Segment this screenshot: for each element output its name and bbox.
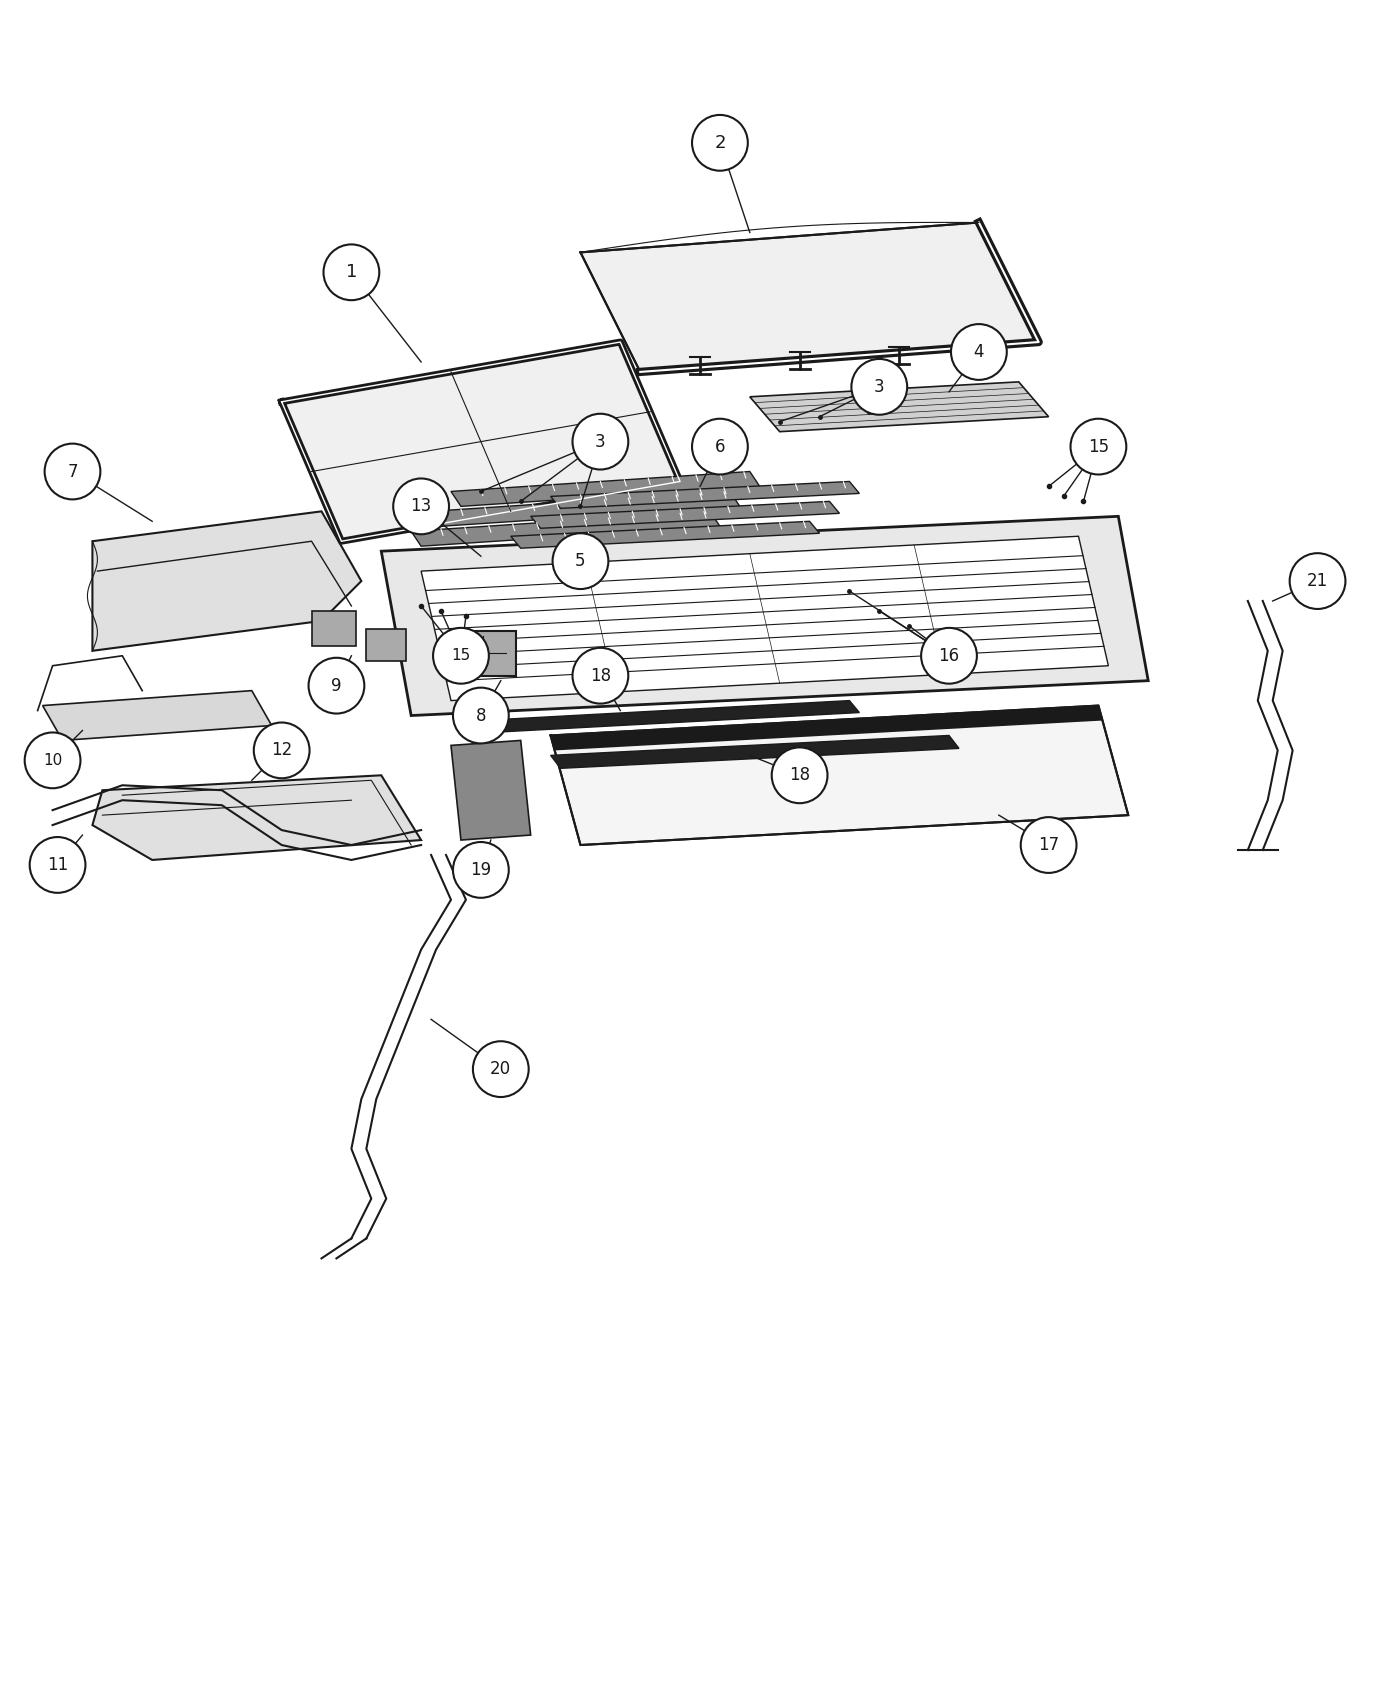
Polygon shape — [550, 706, 1103, 750]
Circle shape — [29, 836, 85, 892]
Circle shape — [45, 444, 101, 500]
Circle shape — [454, 842, 508, 898]
Text: 7: 7 — [67, 462, 78, 481]
Polygon shape — [480, 700, 860, 733]
Text: 13: 13 — [410, 498, 431, 515]
Text: 12: 12 — [272, 741, 293, 760]
Text: 2: 2 — [714, 134, 725, 151]
Text: 6: 6 — [714, 437, 725, 456]
Polygon shape — [550, 736, 959, 768]
Polygon shape — [750, 382, 1049, 432]
Text: 19: 19 — [470, 860, 491, 879]
Circle shape — [473, 1040, 529, 1097]
Circle shape — [253, 722, 309, 779]
Polygon shape — [421, 536, 1109, 700]
Circle shape — [921, 627, 977, 683]
Polygon shape — [92, 512, 361, 651]
Circle shape — [393, 478, 449, 534]
Text: 15: 15 — [1088, 437, 1109, 456]
Circle shape — [1071, 418, 1127, 474]
Text: 18: 18 — [790, 767, 811, 784]
Circle shape — [454, 687, 508, 743]
Circle shape — [692, 418, 748, 474]
Polygon shape — [431, 491, 739, 527]
Circle shape — [308, 658, 364, 714]
Circle shape — [553, 534, 609, 588]
Polygon shape — [550, 481, 860, 508]
Polygon shape — [412, 512, 720, 546]
Text: 5: 5 — [575, 552, 585, 570]
Bar — [367, 629, 406, 661]
Circle shape — [851, 359, 907, 415]
Text: 21: 21 — [1308, 573, 1329, 590]
Polygon shape — [550, 706, 1128, 845]
Polygon shape — [42, 690, 272, 741]
Circle shape — [771, 748, 827, 802]
Polygon shape — [451, 741, 531, 840]
Text: 16: 16 — [938, 646, 959, 665]
Polygon shape — [281, 342, 680, 541]
Circle shape — [573, 413, 629, 469]
Circle shape — [25, 733, 80, 789]
Polygon shape — [92, 775, 421, 860]
Circle shape — [692, 116, 748, 170]
Text: 17: 17 — [1037, 836, 1060, 853]
Text: 18: 18 — [589, 666, 610, 685]
Polygon shape — [531, 502, 840, 529]
Circle shape — [1021, 818, 1077, 872]
Text: 3: 3 — [595, 432, 606, 450]
Circle shape — [1289, 552, 1345, 609]
Bar — [451, 631, 515, 675]
Text: 4: 4 — [973, 343, 984, 360]
Text: 9: 9 — [332, 677, 342, 695]
Text: 1: 1 — [346, 264, 357, 280]
Polygon shape — [381, 517, 1148, 716]
Polygon shape — [581, 223, 1039, 372]
Polygon shape — [451, 471, 760, 507]
Circle shape — [573, 648, 629, 704]
Circle shape — [433, 627, 489, 683]
Bar — [312, 610, 357, 646]
Text: 8: 8 — [476, 707, 486, 724]
Circle shape — [951, 325, 1007, 379]
Text: 15: 15 — [451, 648, 470, 663]
Text: 3: 3 — [874, 377, 885, 396]
Text: 10: 10 — [43, 753, 62, 768]
Circle shape — [323, 245, 379, 301]
Text: 11: 11 — [48, 855, 69, 874]
Text: 20: 20 — [490, 1061, 511, 1078]
Polygon shape — [511, 522, 819, 547]
